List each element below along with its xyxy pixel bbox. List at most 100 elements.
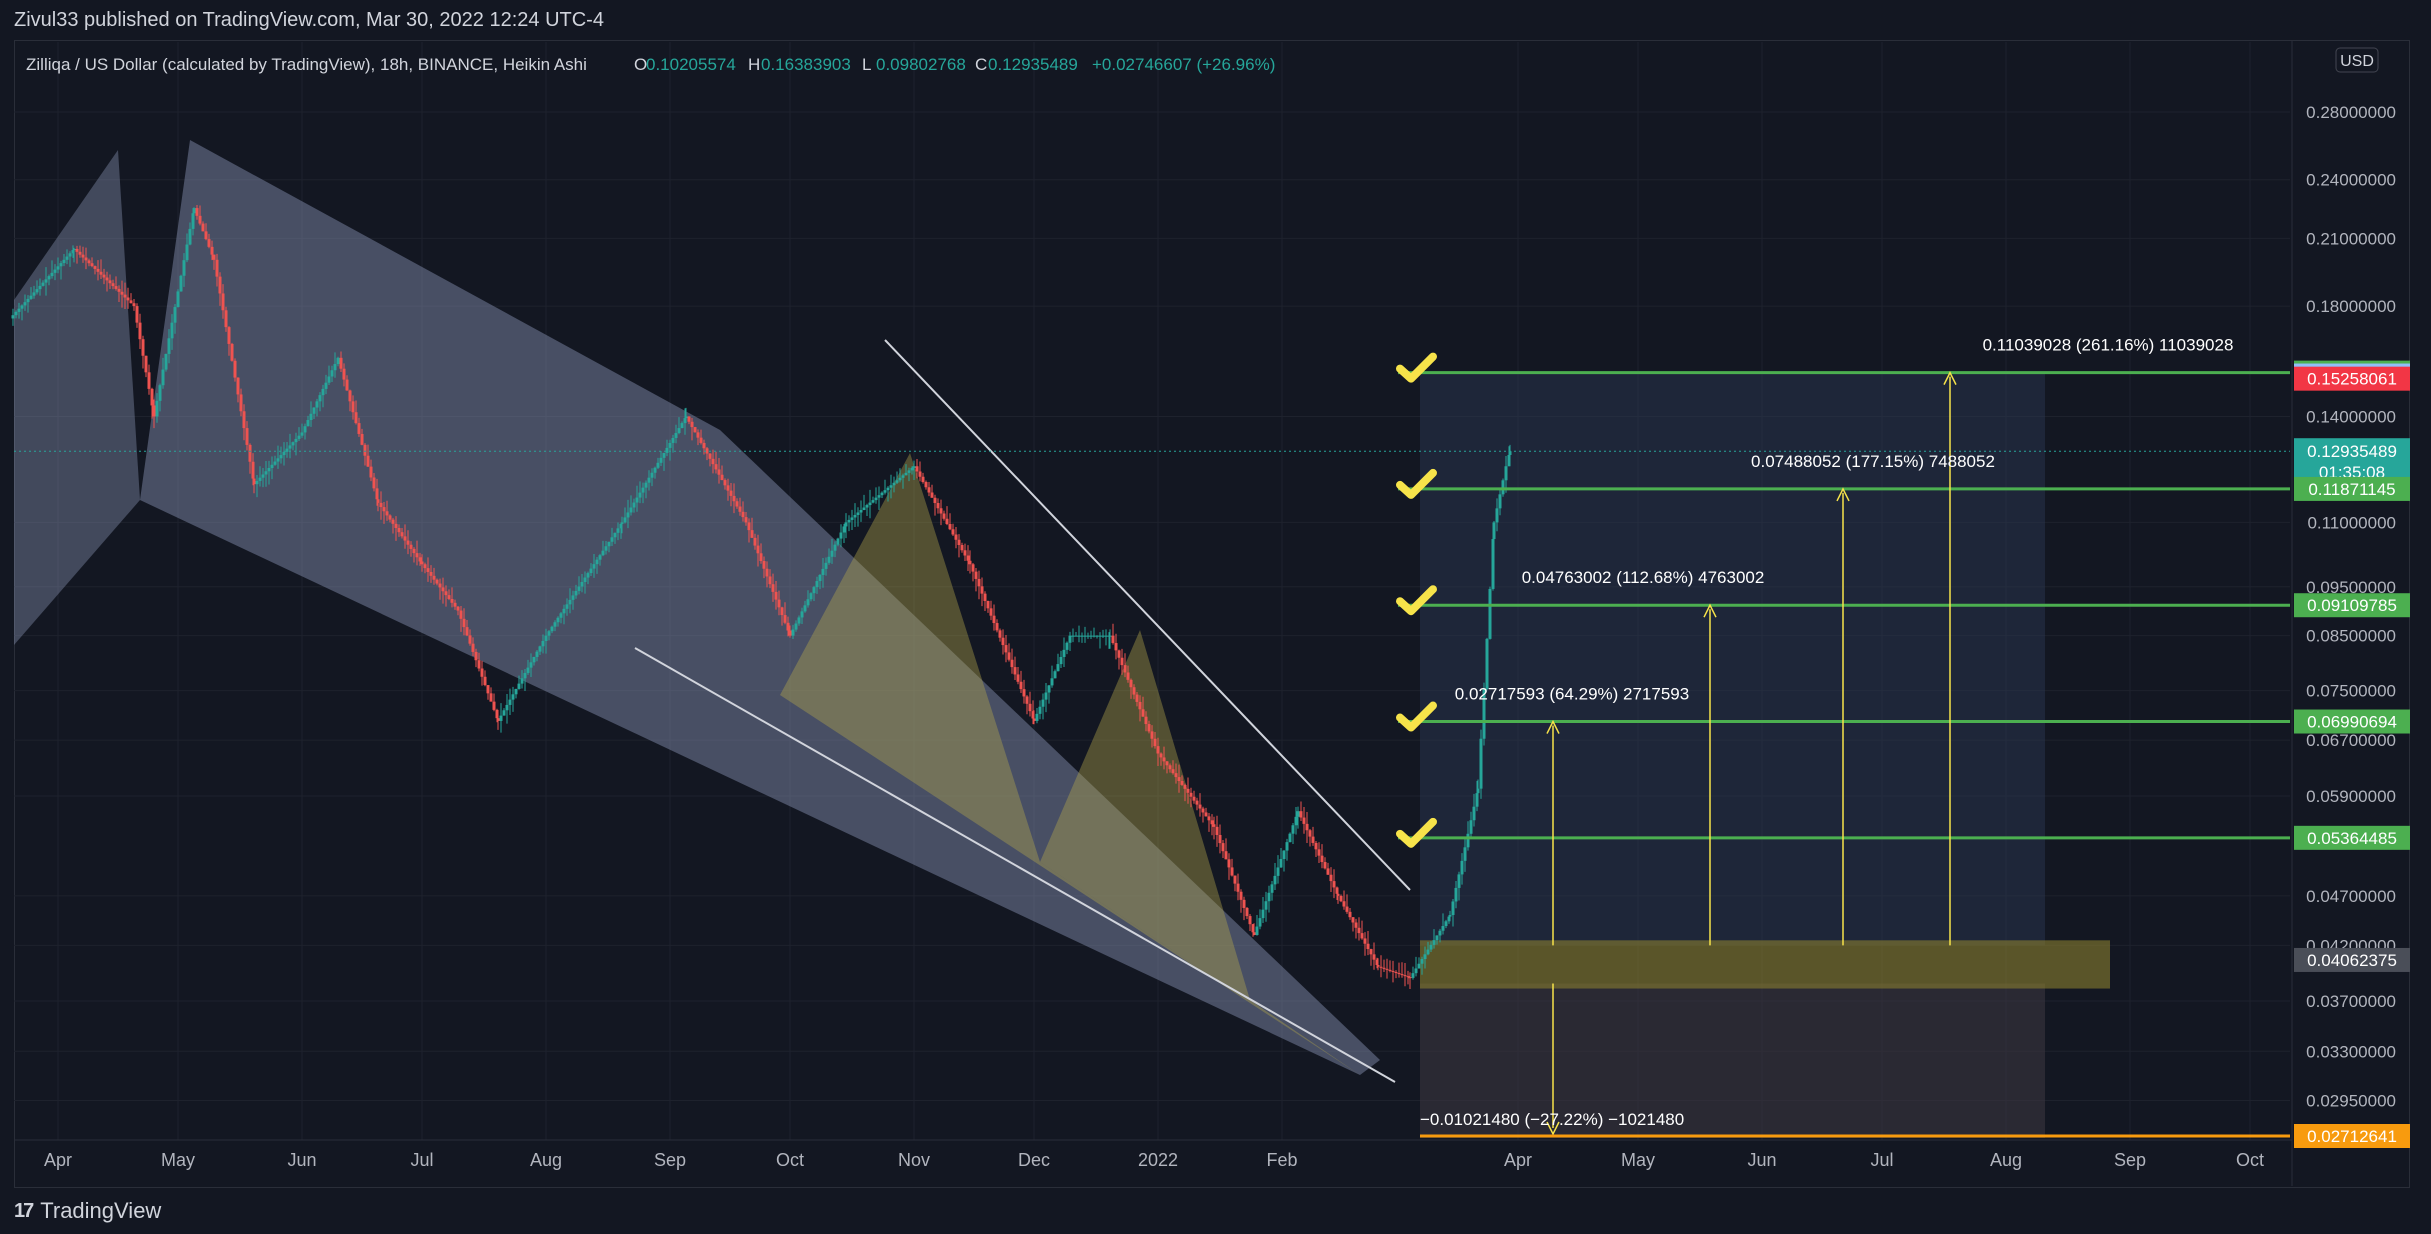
candle-body (1288, 833, 1292, 843)
candle-body (880, 492, 884, 496)
candle-body (1224, 851, 1228, 860)
candle-body (1426, 949, 1430, 955)
candle-body (1041, 699, 1045, 707)
candle-body (850, 517, 854, 520)
candle-body (1108, 635, 1112, 637)
candle-body (1294, 816, 1298, 826)
candle-body (412, 548, 416, 554)
candle-body (1248, 916, 1252, 925)
candle-body (998, 630, 1002, 638)
candle-body (1476, 788, 1480, 794)
candle-body (1195, 800, 1199, 805)
y-tick-label: 0.07500000 (2306, 682, 2396, 701)
candle-body (1317, 849, 1321, 856)
x-tick-label: Nov (898, 1150, 930, 1170)
candle-body (426, 568, 430, 572)
candle-body (708, 453, 712, 459)
tradingview-logo[interactable]: 17 TradingView (14, 1198, 161, 1224)
candle-body (960, 545, 964, 551)
candle-body (653, 467, 657, 473)
legend-low-label: L (862, 55, 871, 74)
candle-body (420, 561, 424, 565)
candle-body (342, 368, 346, 380)
candle-body (409, 544, 413, 549)
candle-body (759, 553, 763, 562)
candle-body (1104, 635, 1108, 637)
candle-body (577, 586, 581, 591)
candle-body (1111, 635, 1115, 644)
candle-body (255, 480, 259, 485)
candle-body (242, 411, 246, 429)
candle-body (207, 239, 211, 247)
candle-body (1047, 685, 1051, 693)
candle-body (711, 458, 715, 465)
candle-body (1059, 656, 1063, 665)
candle-body (1038, 706, 1042, 714)
candle-body (877, 495, 881, 498)
candle-body (161, 369, 165, 386)
candle-body (1366, 943, 1370, 950)
candle-body (1382, 967, 1386, 969)
candle-body (898, 477, 902, 481)
candle-body (1435, 935, 1439, 941)
candle-body (447, 595, 451, 599)
candle-body (1441, 926, 1445, 931)
candle-body (705, 448, 709, 454)
candle-body (626, 512, 630, 518)
candle-body (1351, 917, 1355, 923)
candle-body (288, 445, 292, 449)
candle-body (369, 466, 373, 478)
candle-body (1210, 820, 1214, 825)
checkmark-icon (1396, 585, 1437, 616)
candle-body (23, 302, 27, 306)
candle-body (1267, 892, 1271, 902)
y-tick-label: 0.08500000 (2306, 627, 2396, 646)
candle-body (1369, 949, 1373, 955)
x-tick-label: Jul (1870, 1150, 1893, 1170)
candle-body (1028, 703, 1032, 712)
candle-body (977, 578, 981, 587)
candle-body (164, 353, 168, 370)
legend-close-value: 0.12935489 (988, 55, 1078, 74)
arrow-head-icon (1836, 487, 1850, 502)
candle-body (1230, 867, 1234, 876)
candle-body (1342, 901, 1346, 907)
candle-body (1098, 635, 1102, 637)
legend-high-label: H (748, 55, 760, 74)
candle-body (391, 519, 395, 524)
candle-body (312, 407, 316, 414)
candle-body (474, 651, 478, 661)
candle-body (152, 405, 156, 417)
candle-body (677, 428, 681, 434)
legend-symbol: Zilliqa / US Dollar (calculated by Tradi… (26, 55, 587, 74)
candle-body (1463, 847, 1467, 861)
candle-body (623, 517, 627, 523)
candle-body (1488, 588, 1492, 639)
candle-body (450, 598, 454, 603)
candle-body (456, 606, 460, 611)
candle-body (1013, 667, 1017, 675)
candle-body (468, 635, 472, 644)
candle-body (1252, 932, 1256, 935)
candle-body (285, 448, 289, 452)
candle-body (927, 487, 931, 493)
candle-body (526, 667, 530, 673)
candle-body (75, 248, 79, 252)
candle-body (1065, 642, 1069, 650)
candle-body (1071, 635, 1075, 637)
candle-body (303, 426, 307, 433)
candle-body (38, 285, 42, 290)
candle-body (1126, 672, 1130, 680)
candle-body (297, 435, 301, 439)
candle-body (671, 437, 675, 443)
measure-label: −0.01021480 (−27.22%) −1021480 (1420, 1110, 1684, 1129)
candle-body (1329, 874, 1333, 882)
entry-zone (1420, 940, 2110, 989)
candle-body (1391, 970, 1395, 972)
candle-body (656, 462, 660, 468)
y-tick-label: 0.11000000 (2307, 513, 2396, 532)
candle-body (1451, 901, 1455, 916)
candle-body (815, 581, 819, 588)
y-tick-label: 0.28000000 (2306, 103, 2396, 122)
